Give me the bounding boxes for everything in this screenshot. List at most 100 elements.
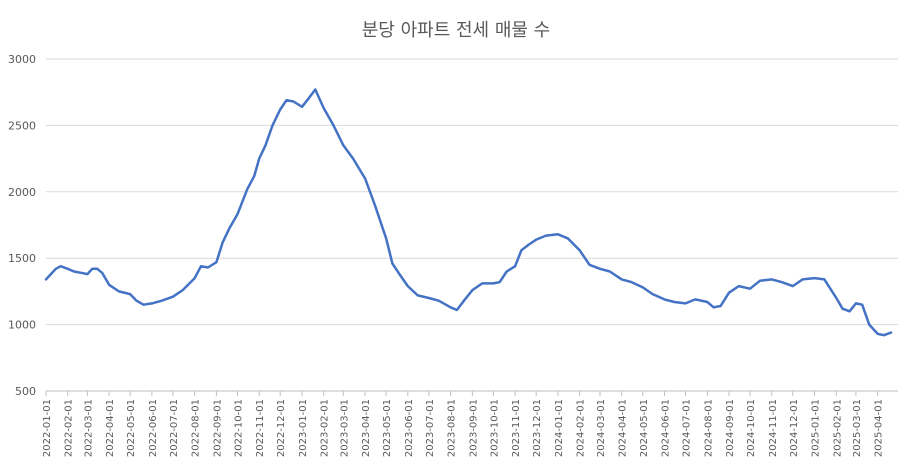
data-point bbox=[142, 303, 145, 306]
gridlines bbox=[46, 58, 898, 326]
x-tick-label: 2023-03-01 bbox=[339, 399, 350, 457]
data-point bbox=[855, 302, 857, 305]
data-point bbox=[801, 278, 804, 281]
data-point bbox=[498, 281, 501, 283]
data-point bbox=[151, 302, 153, 305]
data-point bbox=[620, 278, 623, 281]
x-tick-label: 2025-03-01 bbox=[852, 399, 863, 457]
data-point bbox=[80, 272, 82, 274]
x-tick-label: 2023-06-01 bbox=[404, 399, 415, 457]
x-tick-label: 2024-05-01 bbox=[639, 399, 650, 457]
x-tick-label: 2022-07-01 bbox=[169, 399, 180, 457]
data-point bbox=[385, 237, 387, 240]
data-point bbox=[823, 278, 826, 281]
data-point bbox=[73, 270, 75, 273]
data-point bbox=[545, 234, 547, 237]
x-tick-label: 2023-09-01 bbox=[468, 399, 479, 457]
data-point bbox=[279, 108, 282, 111]
y-tick-label: 2500 bbox=[8, 119, 36, 132]
x-tick-label: 2024-06-01 bbox=[660, 399, 671, 457]
data-point bbox=[181, 289, 184, 291]
data-point bbox=[481, 282, 484, 285]
data-point bbox=[228, 226, 231, 229]
data-point bbox=[332, 124, 335, 127]
x-tick-label: 2023-02-01 bbox=[320, 399, 331, 457]
x-tick-label: 2023-08-01 bbox=[447, 399, 458, 457]
data-point bbox=[728, 291, 730, 294]
x-tick-label: 2024-07-01 bbox=[682, 399, 693, 457]
data-point bbox=[566, 237, 569, 240]
x-tick-label: 2022-04-01 bbox=[105, 399, 116, 457]
data-point bbox=[471, 289, 474, 291]
x-tick-label: 2024-01-01 bbox=[554, 399, 565, 457]
x-tick-label: 2025-01-01 bbox=[811, 399, 822, 457]
data-point bbox=[200, 265, 202, 268]
x-tick-label: 2023-01-01 bbox=[298, 399, 309, 457]
data-point bbox=[492, 282, 495, 285]
data-point bbox=[352, 157, 354, 160]
data-point bbox=[578, 249, 581, 251]
data-point bbox=[59, 265, 62, 268]
x-tick-label: 2022-11-01 bbox=[255, 399, 266, 457]
data-point bbox=[264, 144, 267, 147]
y-tick-label: 1000 bbox=[8, 319, 36, 332]
data-point bbox=[588, 264, 591, 266]
data-point bbox=[96, 268, 98, 270]
data-point bbox=[118, 290, 120, 293]
data-point bbox=[599, 268, 601, 270]
x-tick-label: 2024-09-01 bbox=[725, 399, 736, 457]
data-point bbox=[253, 175, 256, 177]
data-point bbox=[285, 99, 288, 101]
data-point bbox=[848, 310, 851, 313]
x-tick-label: 2023-12-01 bbox=[532, 399, 543, 457]
data-point bbox=[428, 297, 430, 299]
data-point bbox=[416, 294, 419, 297]
x-tick-label: 2024-08-01 bbox=[703, 399, 714, 457]
data-point bbox=[663, 298, 666, 301]
data-point bbox=[749, 287, 751, 290]
x-tick-label: 2022-01-01 bbox=[42, 399, 53, 457]
data-point bbox=[535, 238, 537, 241]
data-point bbox=[719, 305, 722, 307]
data-point bbox=[236, 213, 239, 216]
data-point bbox=[514, 265, 516, 268]
data-point bbox=[792, 285, 794, 287]
data-point bbox=[651, 293, 654, 295]
data-point bbox=[307, 98, 310, 100]
data-point bbox=[301, 106, 303, 108]
data-point bbox=[135, 299, 138, 302]
data-point bbox=[609, 270, 611, 273]
data-point bbox=[221, 241, 224, 244]
y-tick-label: 3000 bbox=[8, 53, 36, 66]
x-tick-label: 2024-04-01 bbox=[618, 399, 629, 457]
x-tick-label: 2022-06-01 bbox=[148, 399, 159, 457]
y-tick-label: 2000 bbox=[8, 186, 36, 199]
data-point bbox=[292, 100, 295, 103]
data-point bbox=[398, 273, 401, 275]
data-point bbox=[172, 295, 174, 298]
data-point bbox=[374, 204, 376, 206]
y-tick-label: 1500 bbox=[8, 252, 36, 265]
data-point bbox=[91, 268, 94, 270]
data-point bbox=[684, 302, 687, 305]
data-point bbox=[108, 284, 110, 286]
data-point bbox=[712, 306, 715, 309]
data-point bbox=[841, 307, 844, 310]
data-point bbox=[129, 293, 131, 295]
x-tick-label: 2023-10-01 bbox=[489, 399, 500, 457]
x-tick-label: 2022-02-01 bbox=[64, 399, 75, 457]
data-point bbox=[437, 299, 440, 302]
data-point bbox=[391, 262, 394, 265]
x-tick-label: 2022-08-01 bbox=[191, 399, 202, 457]
data-point bbox=[246, 188, 249, 190]
x-tick-label: 2022-05-01 bbox=[126, 399, 137, 457]
data-point bbox=[759, 280, 761, 282]
data-point bbox=[861, 303, 863, 306]
data-point bbox=[835, 297, 838, 299]
x-tick-label: 2022-09-01 bbox=[212, 399, 223, 457]
x-tick-label: 2024-12-01 bbox=[789, 399, 800, 457]
x-tick-label: 2025-04-01 bbox=[874, 399, 885, 457]
data-point bbox=[66, 268, 69, 270]
